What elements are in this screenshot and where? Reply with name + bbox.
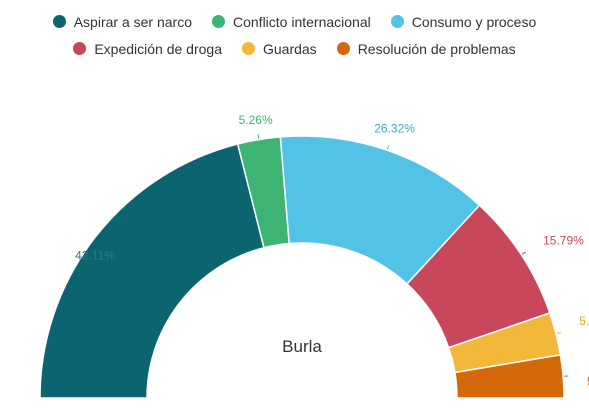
leader-line-aspirar-a-ser-narco xyxy=(115,247,122,255)
legend-label: Guardas xyxy=(262,40,317,57)
legend-label: Conflicto internacional xyxy=(233,13,371,30)
legend-item-consumo-y-proceso[interactable]: Consumo y proceso xyxy=(390,13,537,30)
legend-swatch-resolucion-de-problemas xyxy=(336,42,350,55)
legend-swatch-guardas xyxy=(241,42,255,55)
slices-group xyxy=(39,135,565,399)
legend-swatch-aspirar-a-ser-narco xyxy=(52,15,66,28)
value-label-resolucion-de-problemas: 5.26% xyxy=(587,374,589,388)
legend-swatch-conflicto-internacional xyxy=(212,15,225,28)
legend-swatch-consumo-y-proceso xyxy=(390,15,404,28)
legend: Aspirar a ser narco Conflicto internacio… xyxy=(0,8,589,62)
legend-label: Consumo y proceso xyxy=(411,13,537,30)
value-label-expedicion-de-droga: 15.79% xyxy=(543,234,584,248)
leader-line-expedicion-de-droga xyxy=(521,251,526,255)
center-label: Burla xyxy=(282,337,322,356)
leader-line-conflicto-internacional xyxy=(257,134,260,139)
legend-row-1: Aspirar a ser narco Conflicto internacio… xyxy=(0,8,589,35)
value-labels-group: 42.11% 5.26% 26.32% 15.79% 5.26% 5.26% xyxy=(75,113,589,389)
slice-resolucion-de-problemas[interactable] xyxy=(454,354,565,399)
legend-item-guardas[interactable]: Guardas xyxy=(241,40,317,57)
leader-line-guardas xyxy=(556,331,562,334)
value-label-consumo-y-proceso: 26.32% xyxy=(374,121,415,135)
legend-item-resolucion-de-problemas[interactable]: Resolución de problemas xyxy=(336,40,516,57)
legend-item-aspirar-a-ser-narco[interactable]: Aspirar a ser narco xyxy=(52,13,192,30)
leader-lines-group xyxy=(115,134,569,377)
value-label-aspirar-a-ser-narco: 42.11% xyxy=(75,248,115,262)
legend-label: Aspirar a ser narco xyxy=(73,13,192,30)
legend-label: Resolución de problemas xyxy=(357,40,516,57)
leader-line-consumo-y-proceso xyxy=(386,145,390,150)
slice-aspirar-a-ser-narco[interactable] xyxy=(39,143,265,399)
legend-row-2: Expedición de droga Guardas Resolución d… xyxy=(0,35,589,62)
legend-label: Expedición de droga xyxy=(94,40,222,57)
value-label-guardas: 5.26% xyxy=(579,314,589,328)
legend-item-expedicion-de-droga[interactable]: Expedición de droga xyxy=(73,41,222,57)
value-label-conflicto-internacional: 5.26% xyxy=(239,113,273,127)
legend-swatch-expedicion-de-droga xyxy=(73,42,87,55)
legend-item-conflicto-internacional[interactable]: Conflicto internacional xyxy=(212,14,371,30)
